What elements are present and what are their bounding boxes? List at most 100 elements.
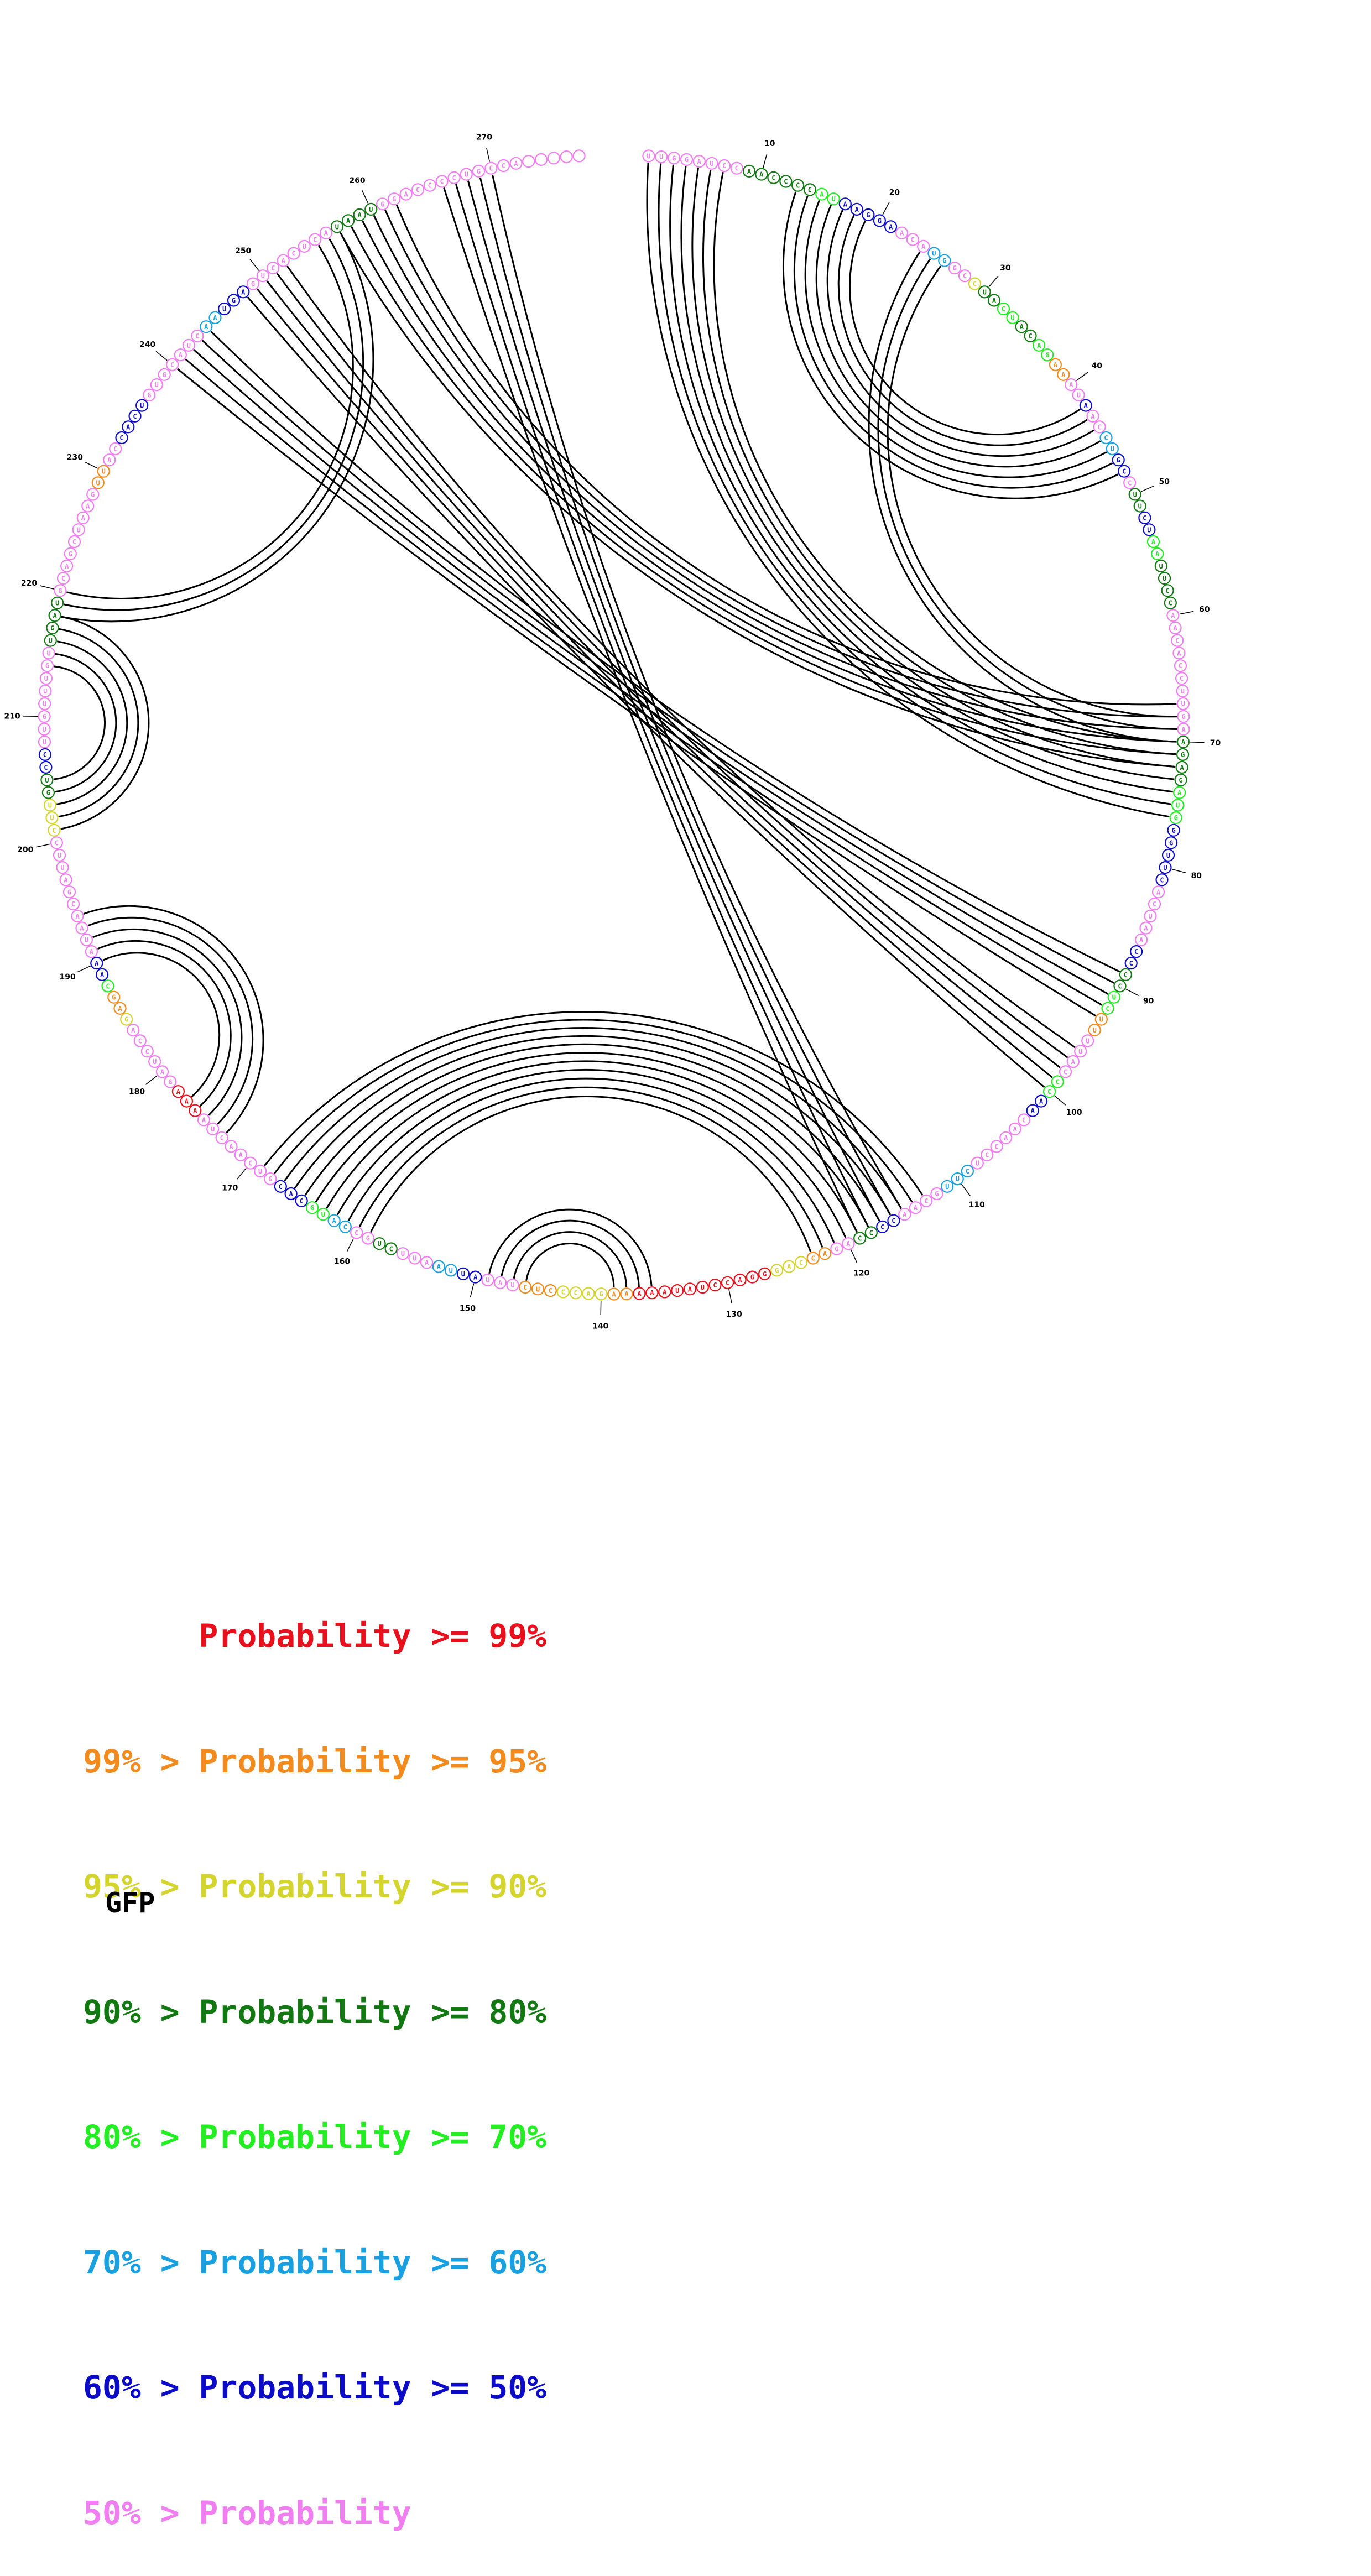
nucleotide-letter: A: [624, 1290, 629, 1298]
nucleotide-letter: C: [271, 264, 275, 272]
nucleotide: C: [244, 1157, 256, 1169]
base-pair-arc: [211, 331, 1119, 972]
nucleotide: A: [76, 922, 88, 934]
nucleotide: [561, 151, 572, 163]
nucleotide-letter: A: [1180, 764, 1184, 771]
nucleotide-letter: A: [81, 514, 86, 522]
nucleotide-letter: A: [992, 297, 997, 305]
nucleotide-letter: G: [232, 297, 236, 305]
nucleotide: G: [949, 262, 961, 274]
nucleotide-letter: U: [710, 160, 713, 168]
nucleotide-letter: C: [55, 839, 59, 847]
nucleotide: U: [1143, 524, 1155, 535]
nucleotide: G: [1168, 825, 1180, 836]
tick-mark: [883, 202, 889, 215]
nucleotide-letter: G: [46, 789, 50, 797]
nucleotide: A: [819, 1248, 831, 1259]
nucleotide-letter: C: [1160, 876, 1164, 884]
position-label: 130: [726, 1310, 742, 1319]
nucleotide: C: [959, 270, 971, 281]
tick-mark: [145, 1076, 157, 1084]
nucleotide: G: [1175, 774, 1187, 786]
nucleotide: U: [461, 169, 472, 180]
nucleotide-letter: C: [1129, 960, 1133, 967]
nucleotide-letter: C: [722, 162, 726, 170]
nucleotide-letter: U: [701, 1284, 705, 1291]
nucleotide: A: [189, 1105, 201, 1117]
nucleotide-letter: C: [771, 174, 775, 182]
nucleotide: U: [1082, 1035, 1093, 1046]
nucleotide-letter: G: [366, 1235, 370, 1243]
nucleotide: U: [697, 1281, 708, 1293]
nucleotide-letter: C: [52, 827, 56, 835]
legend-row: 50% > Probability: [83, 2492, 546, 2535]
nucleotide-letter: U: [48, 801, 52, 809]
nucleotide: U: [45, 635, 56, 646]
nucleotide-letter: A: [586, 1290, 591, 1298]
nucleotide: C: [116, 432, 128, 444]
nucleotide: C: [191, 330, 203, 342]
nucleotide: U: [92, 477, 104, 488]
nucleotide: C: [1149, 898, 1160, 910]
nucleotide: U: [1177, 698, 1189, 710]
nucleotide: C: [216, 1132, 228, 1144]
nucleotide-letter: G: [1181, 751, 1185, 759]
nucleotide-letter: U: [44, 675, 48, 682]
nucleotide-letter: G: [268, 1175, 272, 1183]
nucleotide: U: [1075, 1045, 1086, 1057]
nucleotide-letter: C: [1124, 971, 1128, 979]
nucleotide: U: [1089, 1024, 1101, 1036]
nucleotide-letter: A: [820, 191, 824, 199]
nucleotide-letter: C: [994, 1143, 998, 1150]
nucleotide: U: [828, 193, 840, 205]
nucleotide-letter: U: [647, 152, 650, 160]
nucleotide-letter: A: [663, 1288, 667, 1296]
nucleotide-letter: A: [425, 1259, 429, 1266]
nucleotide: G: [264, 1173, 276, 1185]
legend-row: 60% > Probability >= 50%: [83, 2367, 546, 2409]
nucleotide: [548, 152, 560, 164]
nucleotide: G: [862, 209, 874, 221]
nucleotide-letter: C: [734, 165, 738, 173]
nucleotide: G: [1170, 812, 1182, 823]
nucleotide-letter: A: [86, 503, 90, 510]
base-pair-arc: [61, 232, 373, 622]
nucleotide: C: [907, 234, 919, 246]
nucleotide: C: [166, 359, 178, 371]
nucleotide: U: [972, 1157, 983, 1169]
nucleotide-letter: A: [612, 1291, 616, 1299]
nucleotide-letter: C: [880, 1223, 884, 1231]
base-pair-arc: [202, 341, 1114, 983]
base-pair-arc: [502, 1221, 639, 1287]
nucleotide-letter: G: [878, 217, 882, 225]
nucleotide: C: [1139, 512, 1150, 524]
nucleotide: C: [768, 172, 779, 184]
nucleotide-letter: C: [924, 1197, 928, 1205]
nucleotide: U: [54, 849, 65, 861]
nucleotide: A: [91, 957, 102, 969]
nucleotide: C: [888, 1215, 899, 1227]
nucleotide: A: [1033, 340, 1045, 351]
nucleotide: G: [939, 255, 950, 267]
tick-mark: [470, 1284, 473, 1297]
nucleotide-letter: C: [300, 1197, 304, 1205]
nucleotide: A: [103, 454, 115, 466]
nucleotide: A: [988, 295, 1000, 306]
nucleotide: G: [87, 488, 98, 500]
nucleotide: C: [436, 176, 448, 187]
nucleotide: A: [1135, 934, 1147, 946]
nucleotide: U: [41, 774, 53, 786]
nucleotide: C: [129, 410, 141, 422]
nucleotide-letter: C: [1175, 637, 1179, 645]
nucleotide: [535, 154, 547, 165]
nucleotide-letter: C: [43, 751, 47, 759]
nucleotide-letter: G: [251, 280, 255, 288]
nucleotide-letter: A: [53, 612, 57, 619]
nucleotide: A: [1000, 1132, 1012, 1144]
nucleotide: A: [885, 221, 896, 232]
nucleotide-letter: U: [211, 1125, 215, 1133]
nucleotide: U: [40, 672, 52, 684]
nucleotide-letter: A: [787, 1263, 791, 1271]
position-label: 100: [1066, 1108, 1082, 1117]
nucleotide: A: [1080, 400, 1092, 411]
